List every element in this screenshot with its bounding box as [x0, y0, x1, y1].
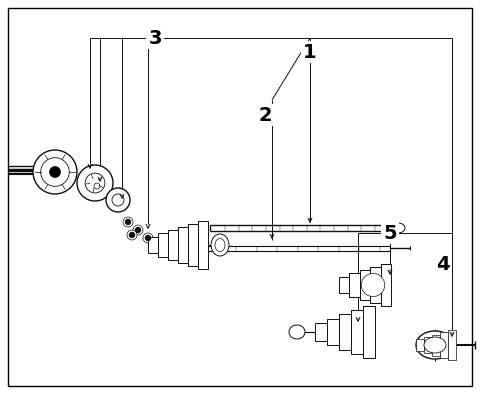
Bar [188, 224, 198, 266]
Text: 2: 2 [258, 106, 272, 125]
Ellipse shape [416, 331, 454, 359]
Bar [349, 273, 360, 297]
Ellipse shape [361, 273, 384, 297]
Bar [448, 330, 456, 360]
Bar [360, 270, 370, 300]
Circle shape [135, 227, 141, 232]
Bar [370, 267, 381, 303]
Bar [315, 323, 327, 341]
Circle shape [130, 232, 134, 238]
Text: 4: 4 [436, 255, 450, 275]
Circle shape [123, 217, 133, 227]
Circle shape [127, 230, 137, 240]
Bar [178, 227, 188, 263]
Bar [327, 319, 339, 345]
Bar [168, 230, 178, 260]
Ellipse shape [391, 223, 405, 233]
Bar [440, 332, 448, 358]
Bar [158, 234, 168, 256]
Circle shape [49, 167, 60, 178]
Circle shape [77, 165, 113, 201]
Circle shape [33, 150, 77, 194]
Bar [198, 221, 208, 269]
Circle shape [41, 158, 69, 186]
Circle shape [112, 194, 124, 206]
Ellipse shape [211, 234, 229, 256]
Ellipse shape [289, 325, 305, 339]
Bar [148, 237, 158, 253]
Bar [363, 306, 375, 358]
Bar [416, 339, 424, 351]
Circle shape [145, 236, 151, 240]
Circle shape [106, 188, 130, 212]
Circle shape [133, 225, 143, 235]
Ellipse shape [215, 238, 225, 251]
Bar [432, 335, 440, 355]
Bar [424, 337, 432, 353]
Circle shape [125, 219, 131, 225]
Circle shape [85, 173, 105, 193]
Text: 3: 3 [148, 28, 162, 48]
Ellipse shape [424, 337, 446, 353]
Text: 1: 1 [303, 43, 317, 61]
Bar [339, 314, 351, 349]
Bar [339, 277, 349, 294]
Text: 5: 5 [383, 223, 397, 242]
Circle shape [94, 183, 100, 189]
Bar [381, 264, 391, 306]
Circle shape [143, 233, 153, 243]
Bar [351, 310, 363, 354]
